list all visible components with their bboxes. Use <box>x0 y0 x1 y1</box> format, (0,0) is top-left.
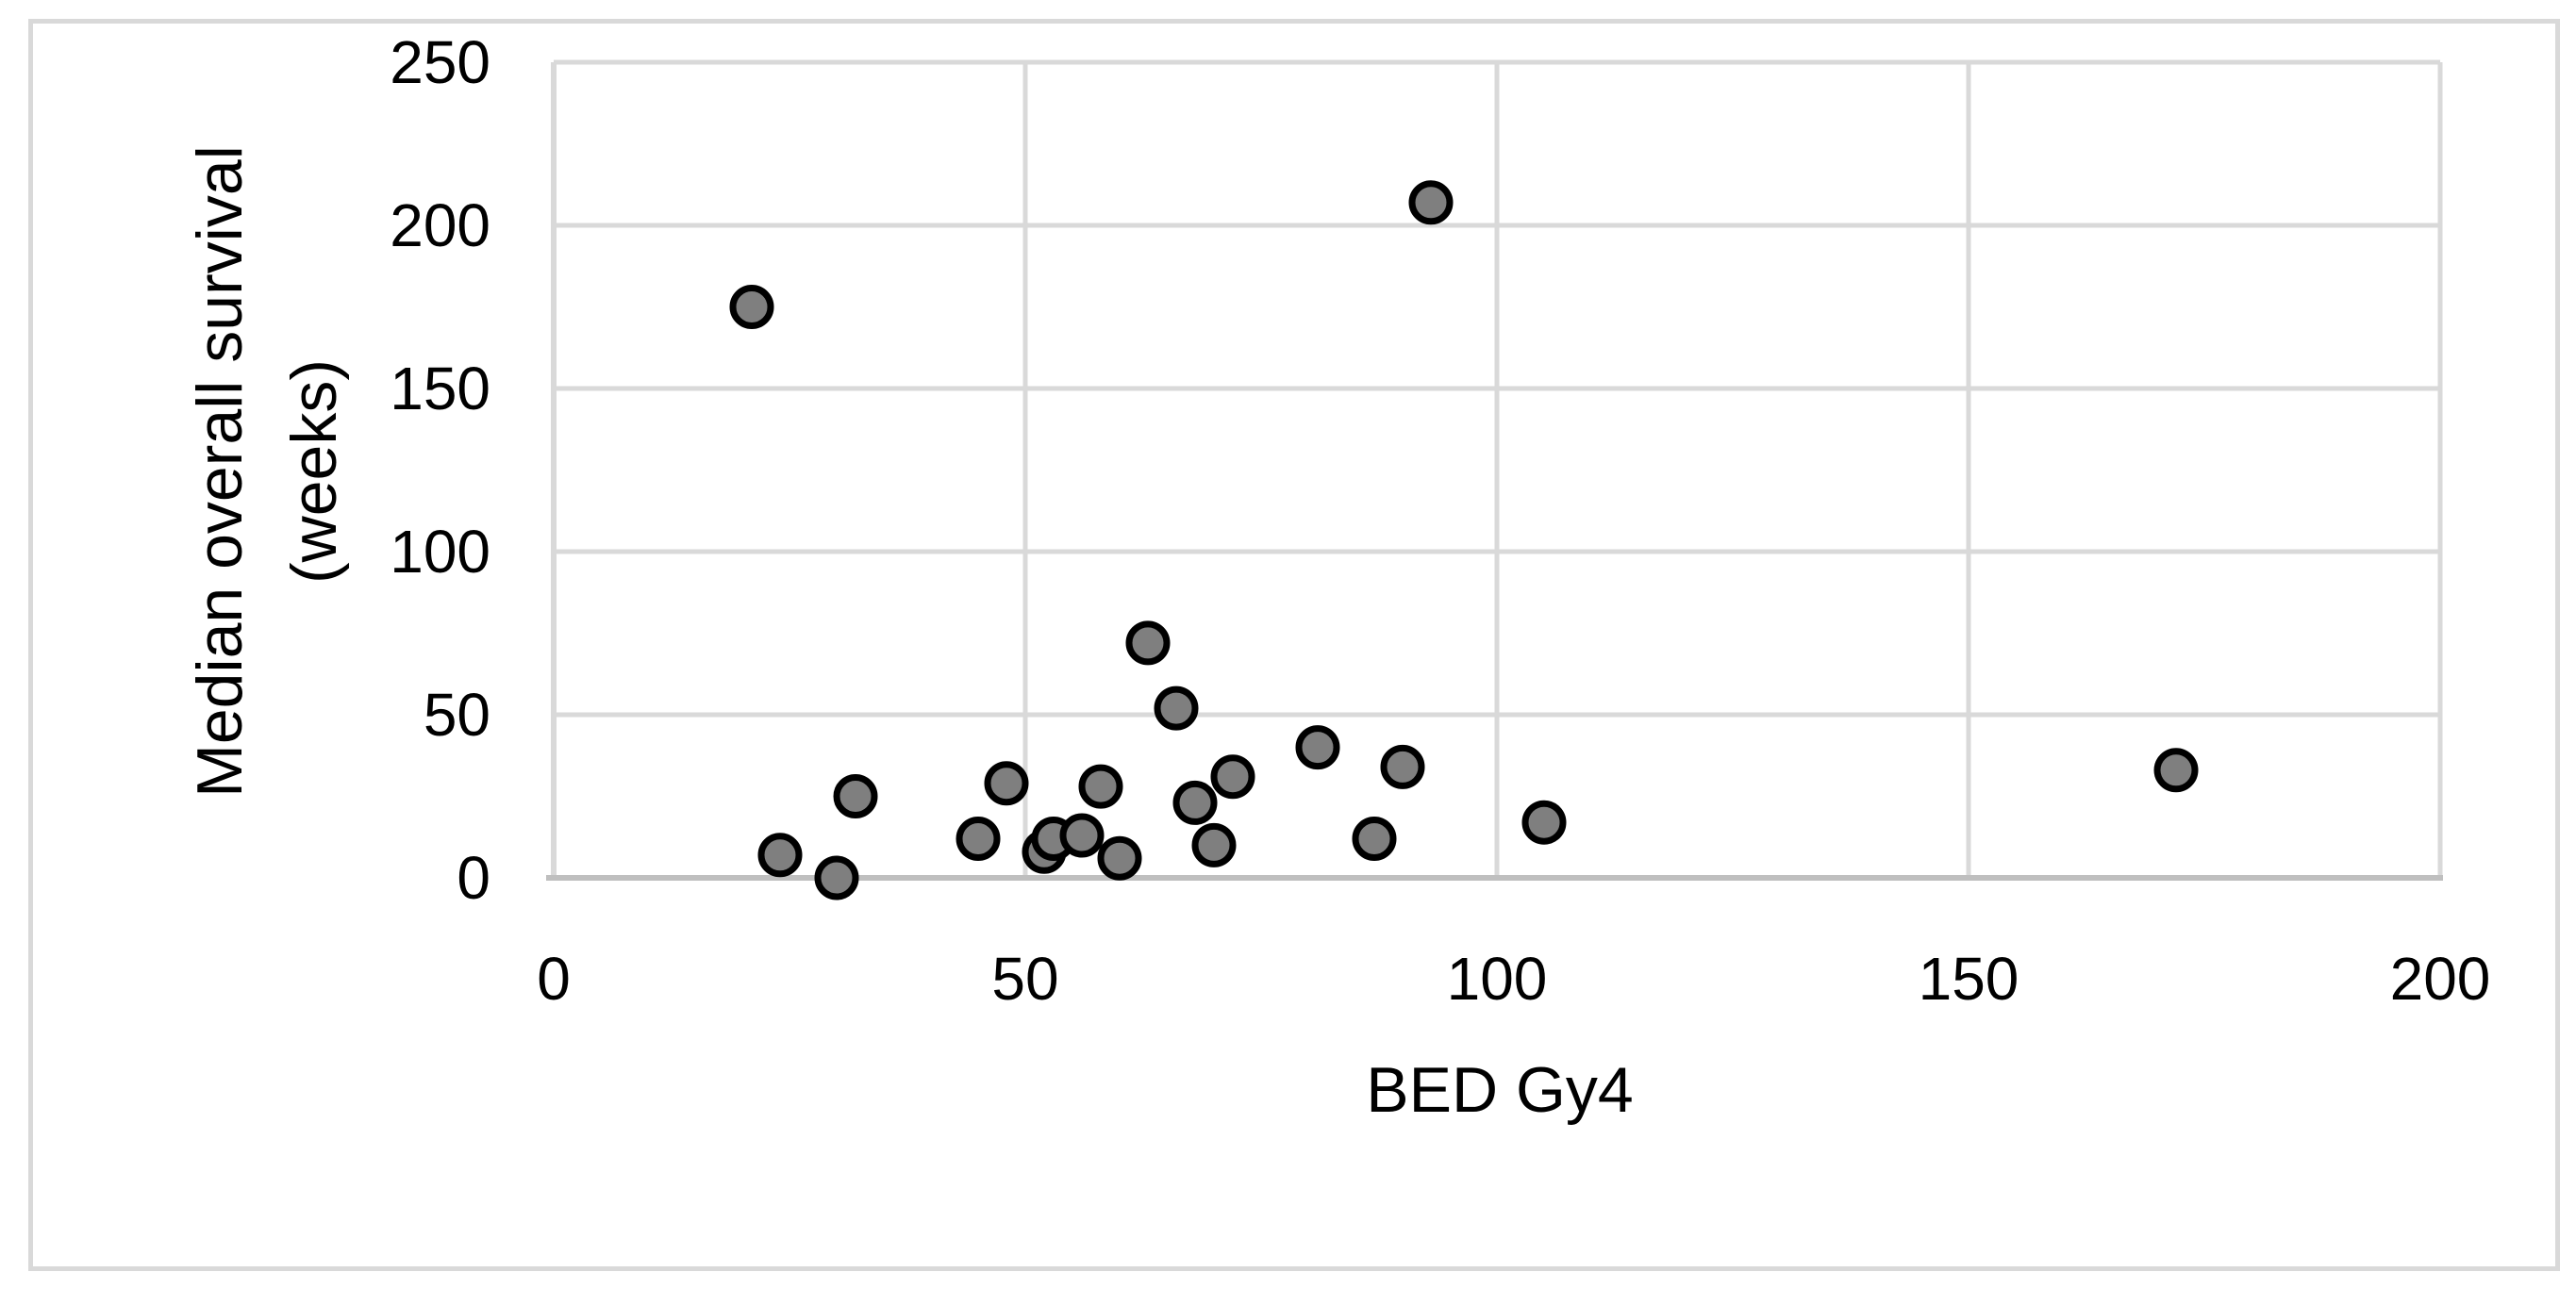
data-point[interactable] <box>1097 835 1142 881</box>
data-point[interactable] <box>1295 725 1340 770</box>
data-point[interactable] <box>1408 180 1454 225</box>
data-point[interactable] <box>1380 744 1425 789</box>
data-point[interactable] <box>1172 780 1218 825</box>
y-axis-title: Median overall survival (weeks) <box>173 47 361 896</box>
y-axis-title-line2: (weeks) <box>278 358 350 585</box>
y-tick-label: 150 <box>390 355 490 422</box>
data-point[interactable] <box>2153 748 2199 793</box>
y-tick-label: 100 <box>390 518 490 586</box>
data-point[interactable] <box>984 761 1029 806</box>
data-point[interactable] <box>814 855 859 900</box>
data-point[interactable] <box>956 817 1001 861</box>
x-tick-label: 0 <box>537 945 571 1013</box>
y-axis-title-line1: Median overall survival <box>184 145 256 798</box>
x-tick-label: 50 <box>991 945 1059 1013</box>
data-point[interactable] <box>1078 764 1123 809</box>
x-axis-title: BED Gy4 <box>1366 1054 1634 1126</box>
y-tick-label: 0 <box>457 844 490 912</box>
data-point[interactable] <box>1521 800 1567 845</box>
data-point[interactable] <box>1210 754 1255 800</box>
data-point[interactable] <box>729 285 774 329</box>
x-tick-label: 100 <box>1446 945 1548 1013</box>
data-point[interactable] <box>757 833 803 878</box>
data-point[interactable] <box>1154 686 1199 731</box>
x-tick-label: 150 <box>1918 945 2019 1013</box>
data-point[interactable] <box>833 774 878 818</box>
data-point[interactable] <box>1191 822 1237 867</box>
data-point[interactable] <box>1352 817 1397 861</box>
y-tick-label: 50 <box>423 681 490 749</box>
data-point[interactable] <box>1059 813 1105 858</box>
data-point[interactable] <box>1125 620 1171 666</box>
x-tick-label: 200 <box>2389 945 2491 1013</box>
y-tick-label: 200 <box>390 191 490 259</box>
y-tick-label: 250 <box>390 28 490 96</box>
